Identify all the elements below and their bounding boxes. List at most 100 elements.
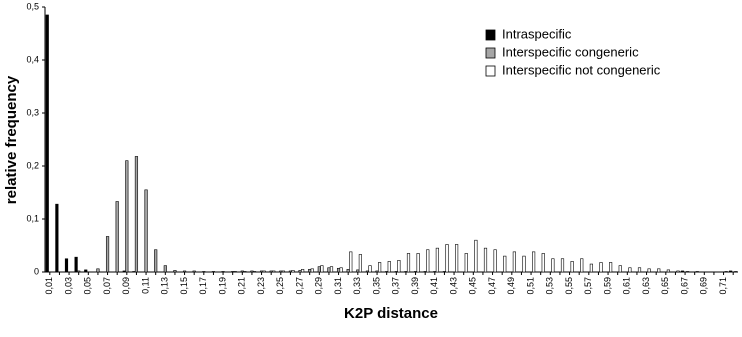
x-tick-label: 0,55 bbox=[564, 277, 574, 295]
bar bbox=[680, 270, 685, 273]
bar bbox=[252, 271, 257, 273]
x-axis-title: K2P distance bbox=[344, 305, 438, 322]
legend-label: Interspecific congeneric bbox=[502, 44, 639, 59]
x-tick-label: 0,07 bbox=[102, 277, 112, 295]
bar bbox=[288, 270, 293, 273]
x-tick-label: 0,51 bbox=[525, 277, 535, 295]
x-tick-label: 0,65 bbox=[660, 277, 670, 295]
bar bbox=[442, 271, 447, 273]
bar bbox=[551, 258, 555, 273]
bar bbox=[45, 14, 49, 273]
bar bbox=[144, 189, 148, 273]
x-tick-label: 0,15 bbox=[179, 277, 189, 295]
bar bbox=[378, 262, 382, 273]
bar bbox=[308, 269, 312, 273]
bar bbox=[423, 271, 427, 273]
bar bbox=[445, 244, 449, 273]
bar bbox=[532, 251, 536, 273]
bar bbox=[182, 270, 187, 273]
x-tick-label: 0,59 bbox=[602, 277, 612, 295]
y-tick-label: 0,1 bbox=[26, 213, 39, 223]
bar bbox=[202, 271, 206, 273]
x-tick-label: 0,37 bbox=[391, 277, 401, 295]
bar bbox=[115, 201, 119, 273]
bar bbox=[503, 255, 507, 273]
bar bbox=[570, 261, 574, 273]
x-tick-label: 0,17 bbox=[198, 277, 208, 295]
x-tick-label: 0,03 bbox=[63, 277, 73, 295]
bar bbox=[74, 256, 78, 273]
bar bbox=[211, 271, 216, 273]
y-tick-label: 0,3 bbox=[26, 107, 39, 117]
bar bbox=[233, 271, 237, 273]
bar bbox=[346, 269, 350, 273]
bar bbox=[435, 247, 439, 273]
x-tick-label: 0,67 bbox=[679, 277, 689, 295]
bar bbox=[560, 258, 565, 273]
x-tick-label: 0,41 bbox=[429, 277, 439, 295]
bar bbox=[406, 253, 411, 273]
bar bbox=[84, 269, 88, 273]
x-tick-label: 0,33 bbox=[352, 277, 362, 295]
bar bbox=[522, 255, 526, 273]
bar bbox=[676, 270, 680, 273]
bar bbox=[262, 270, 266, 273]
bar bbox=[240, 270, 244, 273]
legend-label: Intraspecific bbox=[502, 26, 572, 41]
bar bbox=[250, 270, 254, 273]
bar bbox=[231, 271, 235, 273]
x-tick-label: 0,35 bbox=[371, 277, 381, 295]
bar bbox=[298, 270, 302, 273]
bar bbox=[339, 267, 343, 273]
x-tick-label: 0,43 bbox=[448, 277, 458, 295]
y-tick-label: 0 bbox=[34, 266, 39, 276]
y-axis-title: relative frequency bbox=[3, 75, 20, 204]
bar bbox=[320, 265, 324, 273]
x-tick-label: 0,01 bbox=[44, 277, 54, 295]
bar bbox=[618, 265, 622, 273]
x-tick-label: 0,45 bbox=[468, 277, 478, 295]
bar bbox=[243, 271, 247, 273]
bar bbox=[686, 271, 690, 273]
x-tick-label: 0,69 bbox=[699, 277, 709, 295]
bar bbox=[464, 253, 468, 273]
bar bbox=[455, 244, 459, 273]
x-tick-label: 0,63 bbox=[641, 277, 651, 295]
bar bbox=[365, 270, 370, 273]
bar bbox=[394, 271, 398, 273]
bar bbox=[404, 271, 408, 273]
bar bbox=[729, 270, 733, 273]
bar bbox=[279, 270, 283, 273]
y-tick-label: 0,5 bbox=[26, 1, 39, 11]
bar bbox=[580, 258, 584, 273]
x-tick-label: 0,05 bbox=[83, 277, 93, 295]
bar bbox=[173, 270, 177, 273]
bar bbox=[134, 156, 139, 273]
bar bbox=[105, 236, 110, 273]
bar bbox=[433, 271, 437, 273]
bar bbox=[416, 253, 420, 273]
bar bbox=[397, 260, 401, 273]
bar bbox=[474, 239, 478, 273]
bar bbox=[541, 253, 545, 273]
bar bbox=[272, 270, 276, 273]
bar bbox=[356, 269, 360, 273]
bar bbox=[609, 262, 613, 273]
bar bbox=[426, 249, 430, 273]
bar bbox=[385, 271, 389, 273]
bar bbox=[637, 267, 642, 273]
bar bbox=[77, 270, 81, 273]
x-tick-label: 0,19 bbox=[217, 277, 227, 295]
x-tick-label: 0,21 bbox=[237, 277, 247, 295]
bar bbox=[657, 268, 661, 273]
bar bbox=[647, 268, 651, 273]
legend-swatch bbox=[485, 29, 496, 41]
x-tick-label: 0,29 bbox=[314, 277, 324, 295]
bar bbox=[125, 160, 129, 273]
bar bbox=[163, 265, 167, 273]
bar bbox=[413, 271, 418, 273]
bar bbox=[96, 268, 100, 273]
y-tick-label: 0,4 bbox=[26, 54, 39, 64]
bar bbox=[192, 270, 196, 273]
